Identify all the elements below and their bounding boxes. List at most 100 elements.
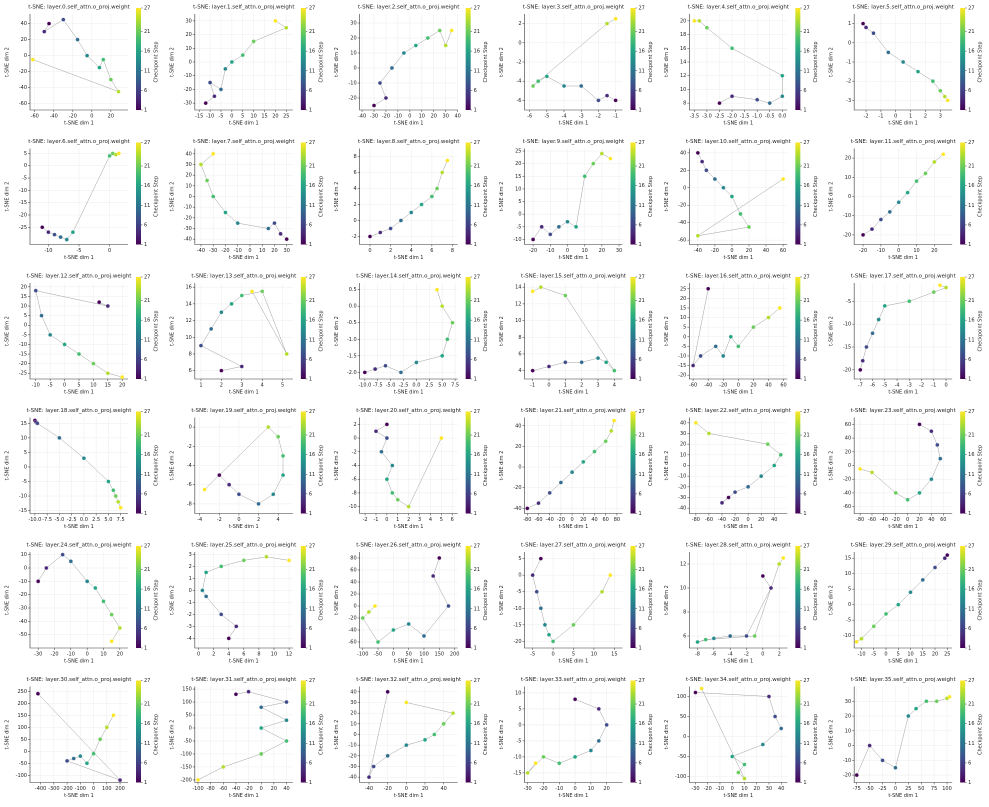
colorbar-tick-label: 6 bbox=[144, 491, 147, 497]
y-tick-label: 6 bbox=[518, 351, 521, 357]
subplot: t-SNE: layer.14.self_attn.o_proj.weight -… bbox=[334, 274, 489, 396]
colorbar-label: Checkpoint Step bbox=[483, 445, 489, 486]
y-axis-label: t-SNE dim 2 bbox=[5, 47, 11, 77]
y-tick-label: 3 bbox=[189, 552, 192, 558]
point bbox=[536, 501, 541, 506]
colorbar-tick-label: 27 bbox=[803, 275, 809, 281]
colorbar-tick-label: 21 bbox=[803, 298, 809, 304]
trajectory-line bbox=[697, 557, 784, 643]
colorbar bbox=[465, 277, 471, 379]
y-tick-label: 0 bbox=[24, 323, 27, 329]
point bbox=[693, 420, 698, 425]
subplot: t-SNE: layer.15.self_attn.o_proj.weight -… bbox=[499, 274, 654, 396]
colorbar-label: Checkpoint Step bbox=[483, 310, 489, 351]
point bbox=[746, 225, 751, 230]
y-tick-label: 10 bbox=[350, 51, 356, 57]
point bbox=[39, 313, 44, 318]
point bbox=[760, 573, 765, 578]
y-tick-label: 40 bbox=[185, 151, 191, 157]
point bbox=[728, 633, 733, 638]
point bbox=[390, 463, 395, 468]
colorbar-label: Checkpoint Step bbox=[813, 714, 819, 755]
x-tick-label: 40 bbox=[928, 517, 934, 523]
y-tick-label: 12 bbox=[185, 318, 191, 324]
subplot: t-SNE: layer.20.self_attn.o_proj.weight -… bbox=[334, 408, 489, 530]
y-tick-label: -15 bbox=[678, 363, 686, 369]
x-tick-label: 0 bbox=[86, 652, 89, 658]
y-tick-label: -25 bbox=[19, 225, 27, 231]
point bbox=[404, 700, 409, 705]
point bbox=[605, 93, 610, 98]
point bbox=[698, 353, 703, 358]
x-tick-label: 0 bbox=[248, 248, 251, 254]
point bbox=[271, 492, 276, 497]
subplot-title: t-SNE: layer.16.self_attn.o_proj.weight bbox=[686, 274, 792, 280]
x-tick-label: 0 bbox=[237, 517, 240, 523]
colorbar bbox=[136, 142, 141, 245]
colorbar-tick-label: 6 bbox=[474, 357, 477, 363]
point bbox=[539, 224, 544, 229]
point bbox=[378, 230, 383, 235]
colorbar-tick-label: 11 bbox=[803, 68, 809, 74]
x-tick-label: -40 bbox=[704, 383, 712, 389]
point bbox=[530, 289, 535, 294]
y-tick-label: 15 bbox=[515, 174, 521, 180]
subplot: t-SNE: layer.25.self_attn.o_proj.weight 0… bbox=[169, 543, 324, 665]
colorbar-label: Checkpoint Step bbox=[483, 41, 489, 82]
y-tick-label: 0 bbox=[683, 185, 686, 191]
y-tick-label: 10 bbox=[21, 304, 27, 310]
y-tick-label: 4 bbox=[518, 368, 521, 374]
point bbox=[106, 479, 111, 484]
x-tick-label: -2.5 bbox=[67, 517, 77, 523]
point bbox=[52, 232, 57, 237]
x-tick-label: -40 bbox=[232, 786, 240, 792]
point bbox=[759, 474, 764, 479]
x-tick-label: 2.5 bbox=[425, 383, 433, 389]
point bbox=[385, 689, 390, 694]
y-tick-label: 0.5 bbox=[349, 287, 357, 293]
subplot: t-SNE: layer.30.self_attn.o_proj.weight -… bbox=[5, 677, 160, 799]
colorbar-tick-label: 11 bbox=[474, 203, 480, 209]
point bbox=[525, 770, 530, 775]
trajectory-line bbox=[369, 160, 448, 237]
y-tick-label: 0 bbox=[189, 726, 192, 732]
x-tick-label: -20 bbox=[557, 517, 565, 523]
x-tick-label: -40 bbox=[358, 114, 366, 120]
colorbar-tick-label: 11 bbox=[309, 472, 315, 478]
x-tick-label: 5 bbox=[440, 517, 443, 523]
x-tick-label: 8 bbox=[257, 652, 260, 658]
axes-spine bbox=[524, 148, 623, 245]
y-tick-label: 20 bbox=[845, 156, 851, 162]
x-tick-label: 7.5 bbox=[451, 383, 459, 389]
colorbar-label: Checkpoint Step bbox=[154, 714, 160, 755]
colorbar-tick-label: 21 bbox=[309, 164, 315, 170]
y-tick-label: 6 bbox=[683, 634, 686, 640]
point bbox=[711, 636, 716, 641]
point bbox=[767, 101, 772, 106]
x-tick-label: 10 bbox=[591, 652, 597, 658]
y-tick-label: 5 bbox=[683, 325, 686, 331]
colorbar bbox=[300, 411, 306, 514]
y-tick-label: -20 bbox=[678, 373, 686, 379]
x-tick-label: 5 bbox=[572, 652, 575, 658]
x-tick-label: 5 bbox=[281, 383, 284, 389]
x-tick-label: -30 bbox=[209, 248, 217, 254]
point bbox=[388, 226, 393, 231]
y-tick-label: -2 bbox=[352, 234, 357, 240]
point bbox=[736, 344, 741, 349]
y-tick-label: -2 bbox=[517, 60, 522, 66]
x-tick-label: -10 bbox=[394, 114, 402, 120]
point bbox=[541, 754, 546, 759]
x-tick-label: 6 bbox=[242, 652, 245, 658]
x-tick-label: 40 bbox=[283, 786, 289, 792]
y-axis-label: t-SNE dim 2 bbox=[664, 720, 670, 750]
x-tick-label: 3 bbox=[418, 517, 421, 523]
subplot-title: t-SNE: layer.11.self_attn.o_proj.weight bbox=[851, 139, 957, 145]
colorbar-tick-label: 6 bbox=[144, 88, 147, 94]
y-tick-label: 2 bbox=[518, 21, 521, 27]
y-tick-label: 0 bbox=[353, 66, 356, 72]
colorbar-tick-label: 27 bbox=[639, 409, 645, 415]
subplot-title: t-SNE: layer.4.self_attn.o_proj.weight bbox=[688, 5, 790, 11]
point bbox=[595, 356, 600, 361]
x-tick-label: -1 bbox=[931, 383, 936, 389]
